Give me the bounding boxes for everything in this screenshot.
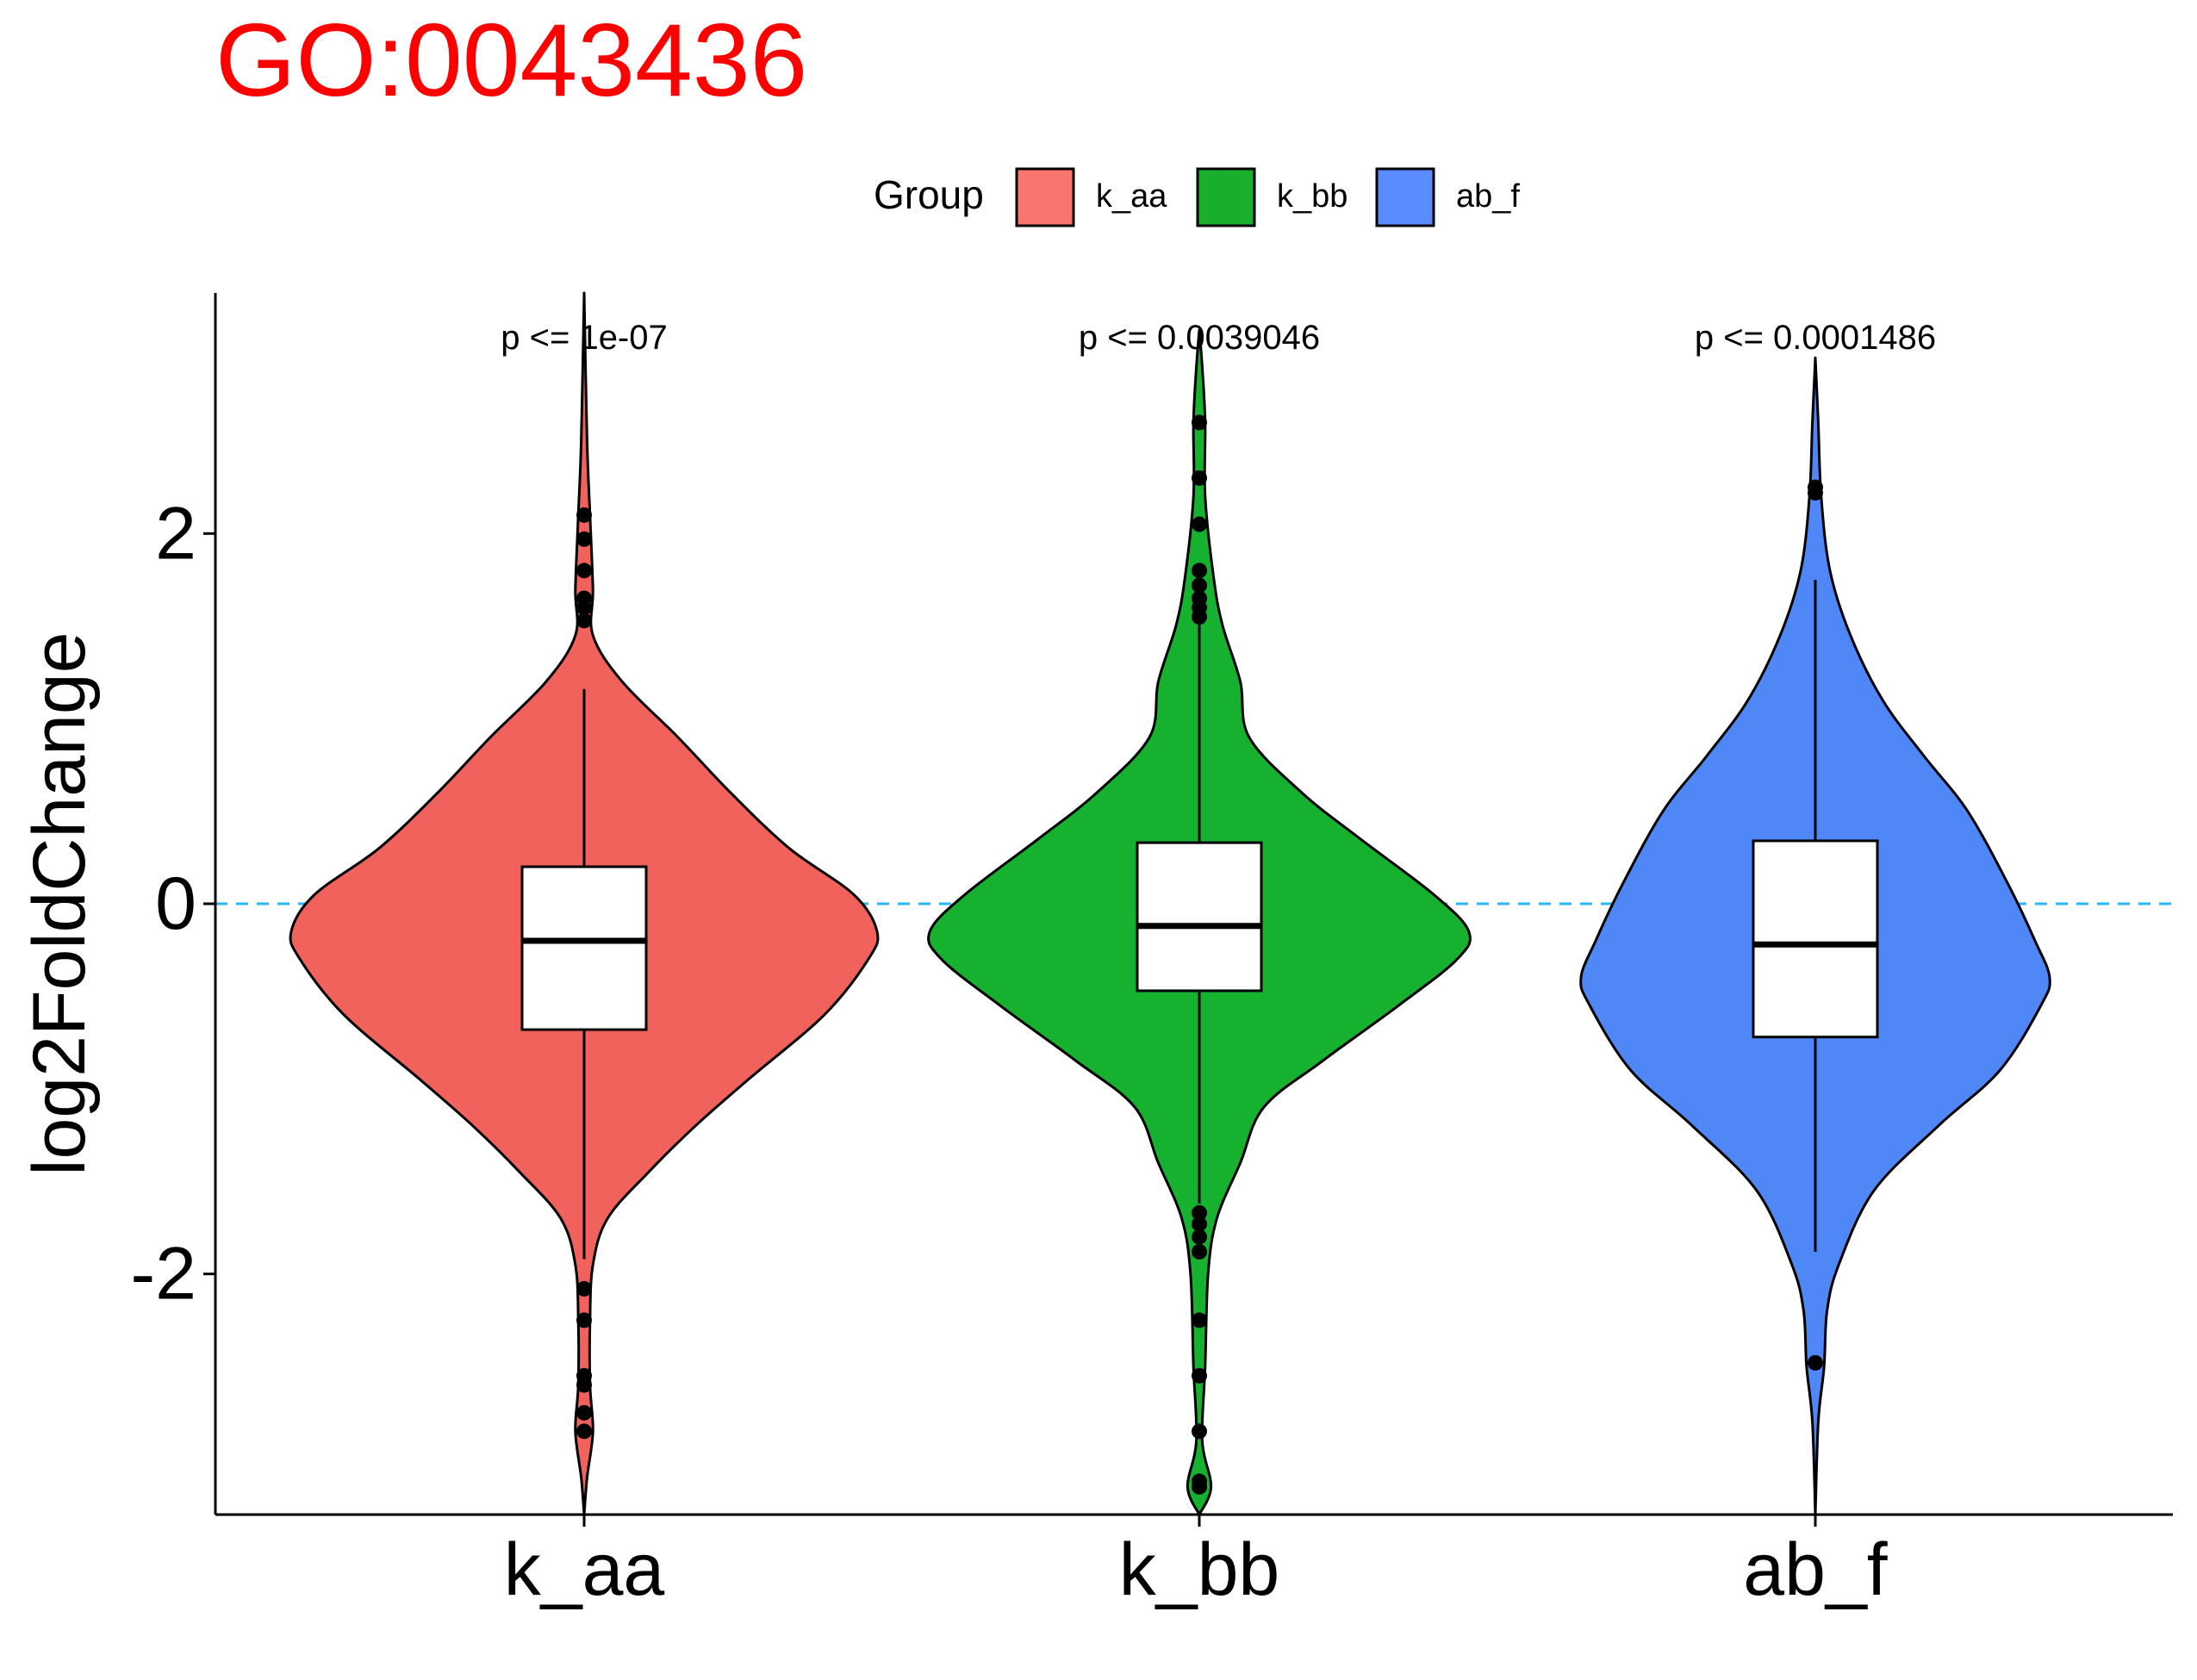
outlier-point bbox=[1192, 1204, 1207, 1221]
iqr-box bbox=[1136, 841, 1263, 992]
legend-title: Group bbox=[874, 172, 984, 217]
outlier-point bbox=[576, 507, 592, 523]
outlier-point bbox=[1192, 1229, 1207, 1245]
y-axis-label: log2FoldChange bbox=[18, 632, 101, 1175]
outlier-point bbox=[576, 531, 592, 547]
outlier-point bbox=[1192, 470, 1207, 486]
outlier-point bbox=[576, 600, 592, 616]
x-tick-label: k_aa bbox=[504, 1528, 665, 1611]
outlier-point bbox=[1192, 1216, 1207, 1232]
outlier-point bbox=[1192, 608, 1207, 625]
legend-swatch bbox=[1015, 167, 1075, 227]
legend-swatch bbox=[1375, 167, 1435, 227]
outlier-point bbox=[576, 1312, 592, 1328]
outlier-point bbox=[576, 1280, 592, 1297]
outlier-point bbox=[576, 1377, 592, 1393]
outlier-point bbox=[1192, 516, 1207, 532]
y-tick-label: -2 bbox=[131, 1233, 196, 1316]
outlier-point bbox=[1192, 1367, 1207, 1384]
outlier-point bbox=[1192, 1478, 1207, 1495]
iqr-box bbox=[520, 865, 648, 1031]
iqr-box bbox=[1752, 839, 1879, 1039]
outlier-point bbox=[1808, 485, 1823, 501]
outlier-point bbox=[1192, 1312, 1207, 1328]
outlier-point bbox=[576, 1404, 592, 1421]
chart-title: GO:0043436 bbox=[215, 3, 808, 118]
outlier-point bbox=[1192, 1423, 1207, 1440]
legend-item-k_bb: k_bb bbox=[1196, 167, 1347, 227]
outlier-point bbox=[1192, 563, 1207, 579]
outlier-point bbox=[1192, 577, 1207, 594]
y-tick-label: 2 bbox=[155, 492, 196, 575]
violin-ab_f: p <= 0.0001486 bbox=[1579, 319, 2051, 1516]
legend-label: k_bb bbox=[1277, 178, 1347, 215]
pvalue-label: p <= 0.0039046 bbox=[1079, 319, 1320, 357]
outlier-point bbox=[576, 613, 592, 629]
legend-label: ab_f bbox=[1456, 178, 1520, 215]
legend-swatch bbox=[1196, 167, 1256, 227]
legend-item-k_aa: k_aa bbox=[1015, 167, 1167, 227]
axes: log2FoldChange -2 0 2 k_aa k_bb ab_f bbox=[18, 293, 2173, 1611]
outlier-point bbox=[1192, 1243, 1207, 1260]
pvalue-label: p <= 0.0001486 bbox=[1695, 319, 1936, 357]
legend-label: k_aa bbox=[1096, 178, 1167, 215]
outlier-point bbox=[1192, 414, 1207, 431]
pvalue-label: p <= 1e-07 bbox=[501, 319, 668, 357]
violin-k_aa: p <= 1e-07 bbox=[289, 291, 880, 1516]
legend-item-ab_f: ab_f bbox=[1375, 167, 1520, 227]
x-tick-label: k_bb bbox=[1119, 1528, 1280, 1611]
outlier-point bbox=[576, 1423, 592, 1440]
y-tick-label: 0 bbox=[155, 862, 196, 945]
plot-area: p <= 1e-07 p <= 0.0039046 p <= 0.0001486 bbox=[215, 291, 2173, 1516]
outlier-point bbox=[1808, 1354, 1823, 1371]
legend: Group k_aa k_bb ab_f bbox=[874, 167, 1520, 227]
violin-k_bb: p <= 0.0039046 bbox=[927, 319, 1472, 1516]
x-tick-label: ab_f bbox=[1743, 1528, 1888, 1611]
outlier-point bbox=[576, 563, 592, 579]
